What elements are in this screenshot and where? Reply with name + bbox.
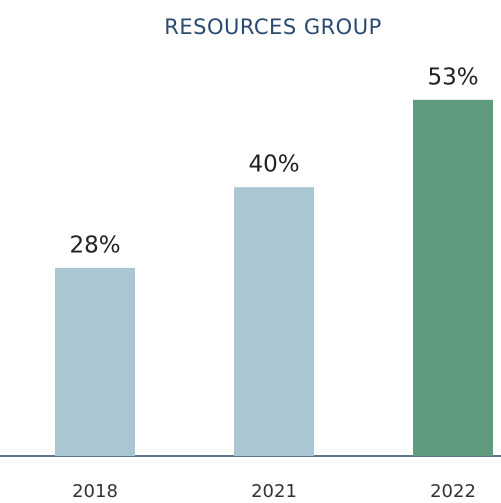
- bar: [413, 99, 493, 456]
- bar: [55, 267, 135, 456]
- value-label: 28%: [69, 232, 120, 258]
- x-tick-label: 2018: [72, 481, 118, 502]
- value-label: 53%: [427, 64, 478, 90]
- x-tick-label: 2021: [251, 481, 297, 502]
- chart-title: RESOURCES GROUP: [164, 15, 382, 39]
- bar: [234, 187, 314, 456]
- value-label: 40%: [248, 152, 299, 178]
- x-tick-label: 2022: [430, 481, 476, 502]
